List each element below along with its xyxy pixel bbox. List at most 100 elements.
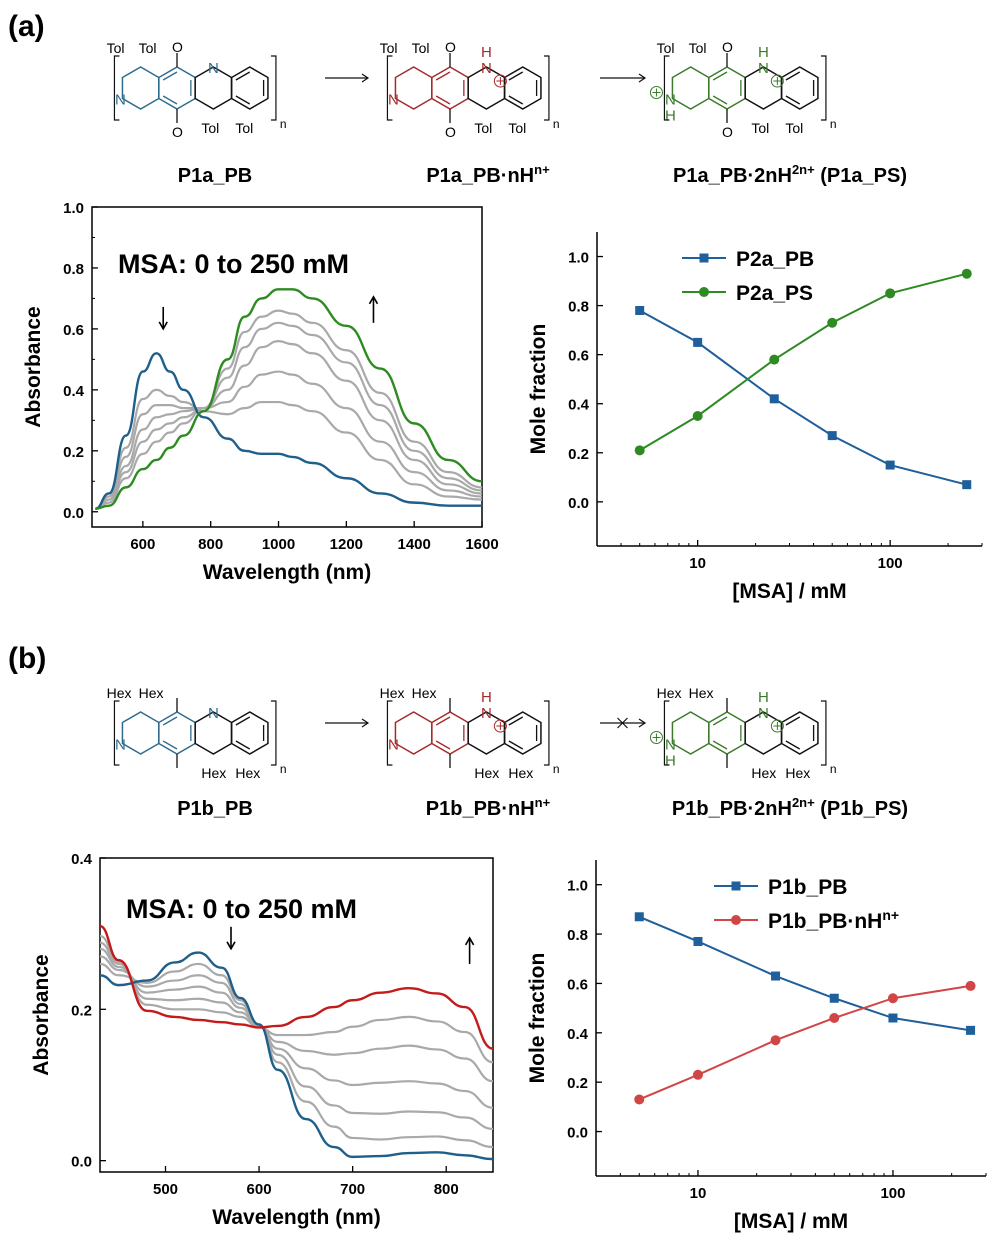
legend-label-0: P2a_PB [736,248,814,271]
y-tick-label: 0.0 [63,505,84,522]
substituent-label: Tol [689,40,707,56]
y-tick-label: 0.0 [568,495,589,512]
data-point-circle [827,317,838,328]
ring-double-bond [508,740,524,750]
ring-double-bond [712,71,728,81]
compound-name-3: P1b_PB·2nH2n+ (P1b_PS) [672,795,908,820]
chart-mole-fraction-b: 0.0 0.2 0.4 0.6 0.8 1.0 10 100 [MSA] / mM Mole fr… [526,860,987,1233]
chart-absorbance-spectra-b: 0.0 0.2 0.4 500 600 700 800 Wavelength (nm) Abso… [30,851,494,1229]
substituent-label: Tol [508,120,526,136]
y-tick-label: 1.0 [63,200,84,217]
hydrogen-atom: H [758,689,769,706]
y-axis-label: Mole fraction [527,324,550,455]
ring-double-bond [235,95,251,105]
blocked-reaction-mark [617,717,628,729]
nitrogen-atom: N [208,705,219,722]
polymer-bracket-right [543,55,550,121]
legend-marker-circle [731,915,741,925]
nitrogen-atom: N [665,737,676,754]
ring-double-bond [508,71,524,81]
oxygen-atom: O [172,124,183,140]
x-tick-label: 100 [878,555,903,572]
repeat-unit-n: n [280,117,287,131]
x-tick-label: 1200 [330,536,363,553]
panel-label-a: (a) [8,10,45,43]
y-tick-label: 0.4 [568,397,590,414]
ring-double-bond [435,71,451,81]
ring-double-bond [235,716,251,726]
ring-double-bond [508,716,524,726]
data-point-circle [634,445,645,456]
ring-double-bond [785,95,801,105]
ring-double-bond [435,716,451,726]
y-tick-label: 0.2 [567,1075,588,1092]
y-axis-label: Absorbance [22,306,45,427]
series-line-1 [639,272,968,452]
substituent-label: Hex [689,685,714,701]
data-point-square [769,394,779,404]
x-tick-label: 1400 [397,536,430,553]
polymer-bracket-right [820,700,827,766]
data-point-circle [770,1035,781,1046]
nitrogen-atom: N [115,737,126,754]
oxygen-atom: O [445,124,456,140]
spectrum-line-4 [99,941,494,1083]
compound-name-1: P1b_PB [177,798,253,820]
hydrogen-atom: H [481,44,492,61]
x-tick-label: 1600 [465,536,498,553]
ring-bond [780,711,819,755]
legend-label-1: P2a_PS [736,282,813,305]
panel-label-b: (b) [8,642,46,675]
ring-bond [158,66,196,110]
data-point-circle [965,980,976,991]
y-tick-label: 0.2 [568,446,589,463]
ring-double-bond [235,71,251,81]
spectrum-line-2 [95,370,483,510]
substituent-label: Tol [380,40,398,56]
ring-double-bond [162,95,178,105]
ring-bond [671,711,710,755]
y-tick-label: 0.6 [568,348,589,365]
positive-charge-sign [773,77,782,85]
data-point-square [693,337,703,347]
legend-label-0: P1b_PB [768,876,847,899]
ring-bond [503,66,542,110]
spectrum-line-4 [95,321,483,510]
x-tick-label: 700 [340,1181,365,1198]
oxygen-atom: O [445,39,456,55]
ring-double-bond [712,716,728,726]
data-point-circle [887,993,898,1004]
x-tick-label: 100 [880,1185,905,1202]
positive-charge-sign [496,77,505,85]
nitrogen-atom: N [665,92,676,109]
ring-double-bond [785,71,801,81]
reaction-arrow-head [638,73,647,83]
trend-arrow-up-head [464,936,475,946]
substituent-label: Tol [657,40,675,56]
substituent-label: Hex [508,765,533,781]
y-tick-label: 0.4 [71,851,93,868]
x-tick-label: 10 [690,1185,707,1202]
legend-marker-square [699,253,709,263]
ring-bond [708,711,746,755]
ring-bond [708,66,746,110]
series-line-0 [638,915,971,1032]
repeat-unit-n: n [553,762,560,776]
x-axis-label: [MSA] / mM [732,580,846,603]
data-point-circle [692,1069,703,1080]
data-point-square [829,993,839,1003]
oxygen-atom: O [172,39,183,55]
legend-marker-square [731,881,741,891]
ring-double-bond [785,740,801,750]
substituent-label: Hex [474,765,499,781]
spectrum-line-1 [99,962,494,1149]
data-point-circle [885,288,896,299]
x-tick-label: 800 [434,1181,459,1198]
ring-bond [121,66,160,110]
plot-frame [91,206,483,528]
data-point-square [962,480,972,490]
polymer-bracket-left [386,700,393,766]
oxygen-atom: O [722,39,733,55]
positive-charge-circle [770,719,784,733]
